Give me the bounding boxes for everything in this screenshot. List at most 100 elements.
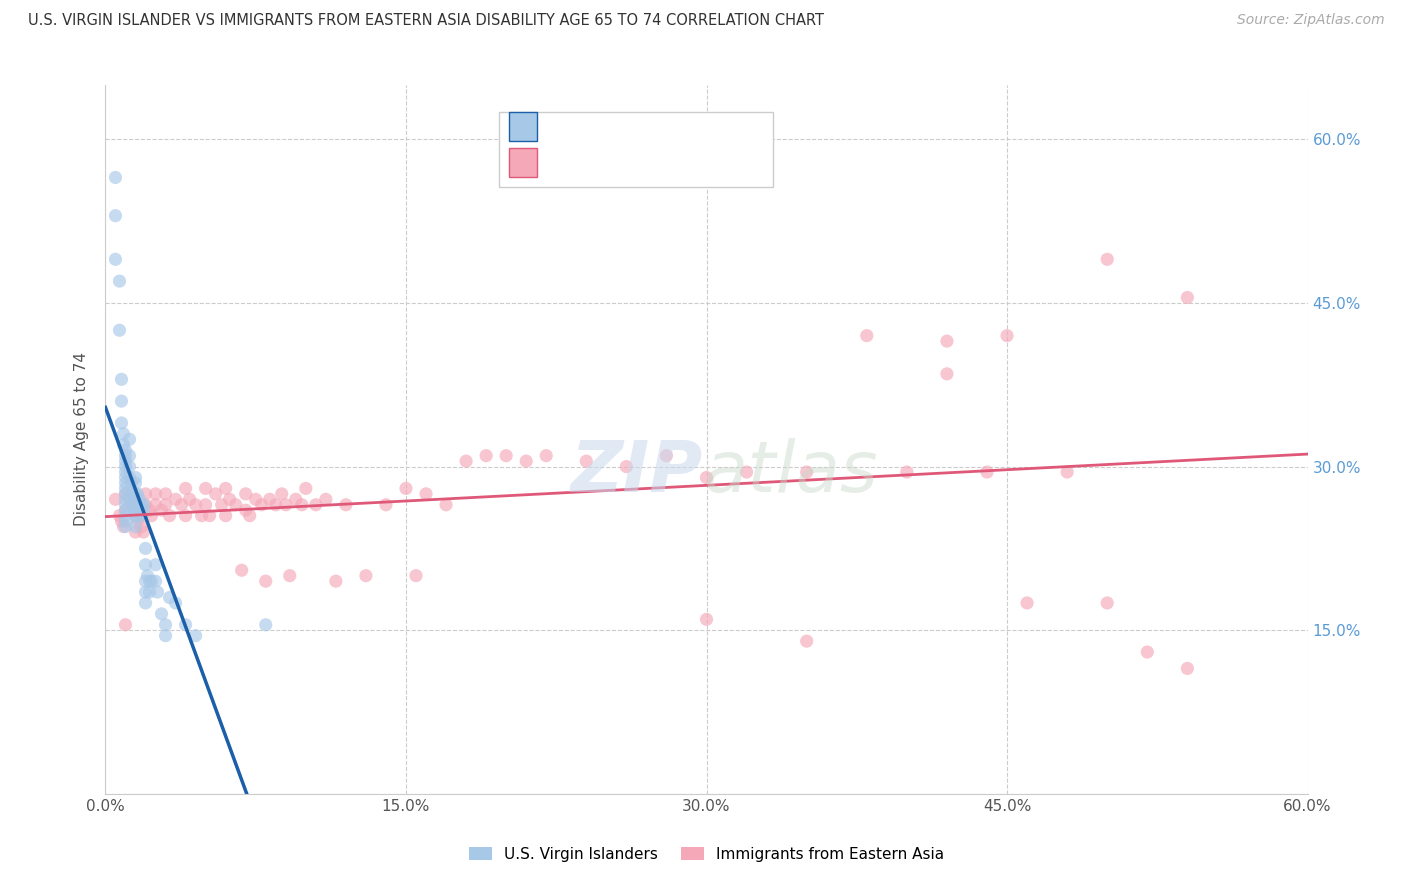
Point (415, 487, 437, 501)
Point (114, 475, 136, 490)
Point (127, 487, 149, 501)
Point (124, 508, 146, 523)
Point (231, 563, 253, 577)
Point (295, 482, 318, 496)
Point (434, 498, 457, 512)
Point (104, 252, 127, 267)
Point (218, 492, 240, 507)
Point (138, 585, 160, 599)
Point (259, 492, 281, 507)
Point (146, 585, 169, 599)
Legend: U.S. Virgin Islanders, Immigrants from Eastern Asia: U.S. Virgin Islanders, Immigrants from E… (463, 840, 950, 868)
Point (132, 524, 155, 539)
Point (118, 459, 141, 474)
Point (1177, 291, 1199, 305)
Point (165, 596, 187, 610)
Point (405, 568, 427, 582)
Point (138, 574, 160, 589)
Point (976, 465, 998, 479)
Point (104, 209, 127, 223)
Point (1097, 596, 1119, 610)
Point (936, 367, 959, 381)
Point (194, 498, 217, 512)
Point (121, 498, 143, 512)
Point (112, 438, 135, 452)
Point (131, 508, 153, 523)
Point (150, 503, 173, 517)
Text: R =  0.027: R = 0.027 (546, 158, 634, 176)
Point (995, 328, 1018, 343)
Point (145, 558, 167, 572)
Point (121, 492, 143, 507)
Point (145, 498, 167, 512)
Point (454, 454, 477, 468)
Point (190, 508, 212, 523)
Point (114, 443, 136, 458)
Point (124, 475, 146, 490)
Point (145, 574, 167, 589)
Point (184, 498, 207, 512)
Point (114, 617, 136, 632)
Point (155, 629, 177, 643)
Point (114, 459, 136, 474)
Point (114, 514, 136, 528)
Point (135, 596, 157, 610)
Point (135, 487, 157, 501)
Point (135, 541, 157, 556)
Point (112, 519, 135, 533)
Point (696, 470, 718, 484)
Point (114, 449, 136, 463)
Text: R = -0.160: R = -0.160 (546, 122, 634, 140)
Point (121, 475, 143, 490)
Text: N = 93: N = 93 (675, 158, 737, 176)
Point (159, 508, 181, 523)
Point (124, 508, 146, 523)
Text: ZIP: ZIP (571, 438, 703, 508)
Point (315, 492, 337, 507)
Point (114, 498, 136, 512)
Point (118, 492, 141, 507)
Point (534, 449, 557, 463)
Point (354, 568, 377, 582)
Point (264, 498, 287, 512)
Point (250, 498, 273, 512)
Point (204, 487, 226, 501)
Point (110, 514, 132, 528)
Point (270, 487, 292, 501)
Point (325, 574, 347, 589)
Point (141, 574, 163, 589)
Point (108, 323, 131, 337)
Point (291, 498, 314, 512)
Point (696, 612, 718, 626)
Point (239, 508, 262, 523)
Point (214, 508, 236, 523)
Point (108, 508, 131, 523)
Point (305, 498, 328, 512)
Point (110, 416, 132, 430)
Point (131, 519, 153, 533)
Point (254, 617, 277, 632)
Point (150, 607, 173, 621)
Point (1177, 661, 1199, 675)
Point (1136, 645, 1159, 659)
Point (124, 492, 146, 507)
Text: Source: ZipAtlas.com: Source: ZipAtlas.com (1237, 13, 1385, 28)
Point (128, 492, 150, 507)
Point (374, 498, 398, 512)
Point (284, 492, 307, 507)
Point (145, 487, 167, 501)
Text: N = 70: N = 70 (675, 122, 737, 140)
Point (655, 449, 678, 463)
Point (141, 508, 163, 523)
Point (936, 334, 959, 348)
Y-axis label: Disability Age 65 to 74: Disability Age 65 to 74 (75, 352, 90, 526)
Point (135, 585, 157, 599)
Point (122, 498, 145, 512)
Point (896, 465, 918, 479)
Point (194, 482, 217, 496)
Point (110, 372, 132, 386)
Point (254, 574, 277, 589)
Point (121, 487, 143, 501)
Point (1017, 596, 1039, 610)
Point (515, 454, 537, 468)
